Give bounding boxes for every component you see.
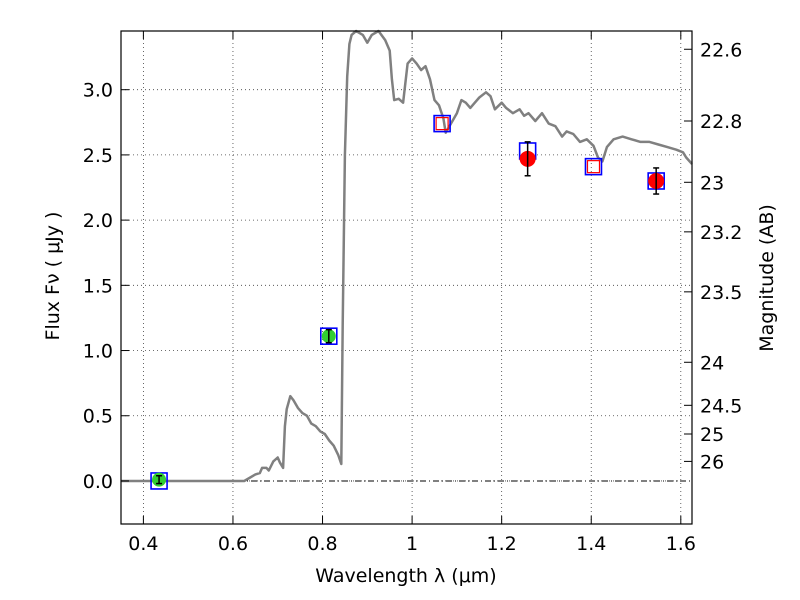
y-tick-label: 2.5 [83,145,113,167]
model-photometry-square [433,114,451,133]
y-tick-label: 0.5 [83,406,113,428]
y-axis-flux: 0.0 0.5 1.0 1.5 2.0 2.5 3.0 [83,80,129,493]
x-axis: 0.4 0.6 0.8 1 1.2 1.4 1.6 [128,31,696,555]
y-tick-label: 1.0 [83,341,113,363]
magnitude-tick-label: 24 [700,352,724,374]
x-tick-label: 0.8 [307,533,337,555]
x-tick-label: 1.6 [666,533,696,555]
y-tick-label: 1.5 [83,275,113,297]
x-tick-label: 0.6 [218,533,248,555]
magnitude-tick-label: 22.6 [700,39,742,61]
x-tick-label: 1 [406,533,418,555]
magnitude-tick-label: 23 [700,172,724,194]
y-axis-title: Flux Fν ( μJy ) [42,212,64,341]
model-photometry-square [319,327,338,345]
model-photometry-square [584,157,603,176]
x-tick-label: 1.2 [487,533,517,555]
magnitude-tick-label: 24.5 [700,395,742,417]
plot-area [120,30,693,525]
magnitude-tick-label: 26 [700,451,724,473]
model-sed-line [121,29,693,483]
magnitude-tick-label: 22.8 [700,111,742,133]
y-axis-magnitude: 22.6 22.8 23 23.2 23.5 24 24.5 25 26 [684,39,742,473]
magnitude-tick-label: 23.2 [700,222,742,244]
y-tick-label: 0.0 [83,471,113,493]
y-tick-label: 2.0 [83,210,113,232]
upper-limit-square [586,160,601,174]
y-tick-label: 3.0 [83,80,113,102]
x-axis-title: Wavelength λ (μm) [315,565,496,587]
upper-limit-square [435,117,449,131]
magnitude-tick-label: 23.5 [700,282,742,304]
photometry-markers [150,114,665,490]
x-tick-label: 0.4 [128,533,158,555]
x-tick-label: 1.4 [576,533,606,555]
right-axis-title: Magnitude (AB) [756,204,778,352]
magnitude-tick-label: 25 [700,424,724,446]
